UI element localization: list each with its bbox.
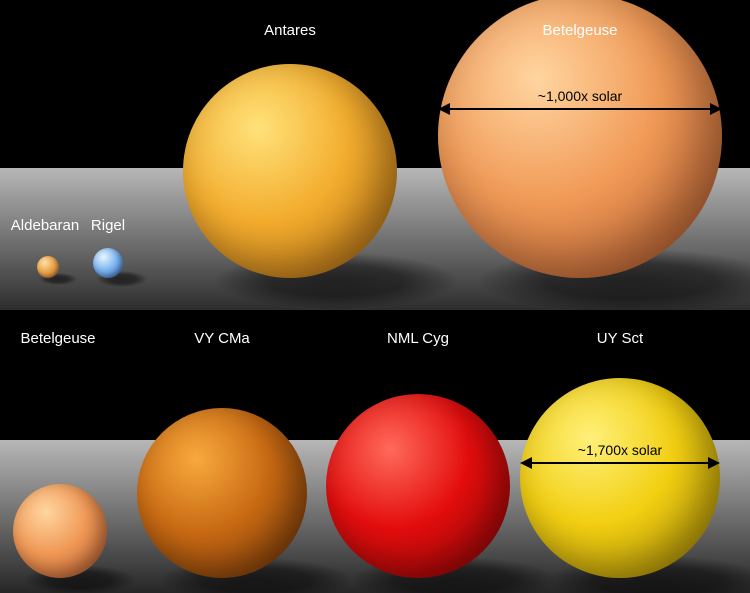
label-rigel: Rigel [48,217,168,234]
arrow-text-uy-sct: ~1,700x solar [520,442,720,458]
arrow-head-right [708,457,720,469]
arrow-uy-sct: ~1,700x solar [520,462,720,464]
star-nml-cyg [326,394,510,578]
star-betelgeuse-top [438,0,722,278]
star-vy-cma [137,408,307,578]
star-rigel [93,248,123,278]
label-antares: Antares [230,22,350,39]
arrow-head-left [520,457,532,469]
label-betelgeuse-top: Betelgeuse [520,22,640,39]
star-antares [183,64,397,278]
arrow-head-right [710,103,722,115]
arrow-text-betelgeuse-top: ~1,000x solar [438,88,722,104]
star-aldebaran [37,256,59,278]
label-vy-cma: VY CMa [162,330,282,347]
label-uy-sct: UY Sct [560,330,680,347]
panel-top: AldebaranRigelAntaresBetelgeuse~1,000x s… [0,0,750,310]
arrow-head-left [438,103,450,115]
label-nml-cyg: NML Cyg [358,330,478,347]
label-betelgeuse-bot: Betelgeuse [0,330,118,347]
arrow-line [448,108,712,110]
panel-bottom: Betelgeuse VY CMa NML Cyg UY Sct ~1,700x sol… [0,310,750,593]
arrow-betelgeuse-top: ~1,000x solar [438,108,722,110]
star-size-diagram: AldebaranRigelAntaresBetelgeuse~1,000x s… [0,0,750,593]
star-betelgeuse-bot [13,484,107,578]
arrow-line [530,462,710,464]
star-uy-sct [520,378,720,578]
